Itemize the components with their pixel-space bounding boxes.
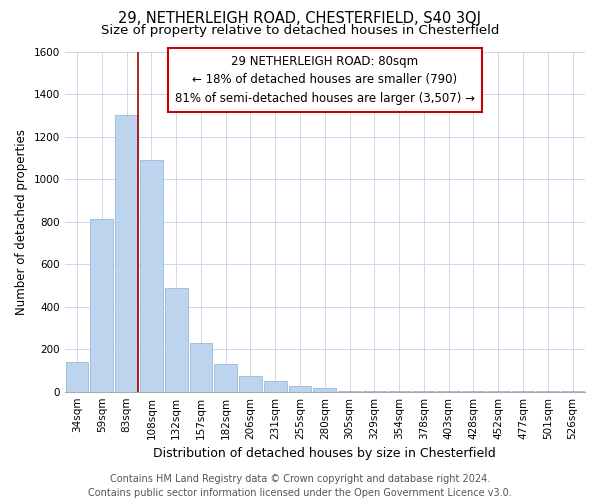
Bar bbox=[140, 160, 163, 392]
Bar bbox=[289, 386, 311, 392]
Text: 29, NETHERLEIGH ROAD, CHESTERFIELD, S40 3QJ: 29, NETHERLEIGH ROAD, CHESTERFIELD, S40 … bbox=[119, 11, 482, 26]
Bar bbox=[165, 288, 188, 392]
Bar bbox=[214, 364, 237, 392]
Bar bbox=[239, 376, 262, 392]
Text: Size of property relative to detached houses in Chesterfield: Size of property relative to detached ho… bbox=[101, 24, 499, 37]
Bar bbox=[91, 220, 113, 392]
Bar bbox=[115, 116, 138, 392]
Bar bbox=[338, 390, 361, 392]
Text: 29 NETHERLEIGH ROAD: 80sqm
← 18% of detached houses are smaller (790)
81% of sem: 29 NETHERLEIGH ROAD: 80sqm ← 18% of deta… bbox=[175, 55, 475, 105]
X-axis label: Distribution of detached houses by size in Chesterfield: Distribution of detached houses by size … bbox=[154, 447, 496, 460]
Bar bbox=[190, 343, 212, 392]
Bar bbox=[363, 391, 386, 392]
Bar bbox=[65, 362, 88, 392]
Bar bbox=[313, 388, 336, 392]
Bar bbox=[264, 382, 287, 392]
Y-axis label: Number of detached properties: Number of detached properties bbox=[15, 128, 28, 314]
Text: Contains HM Land Registry data © Crown copyright and database right 2024.
Contai: Contains HM Land Registry data © Crown c… bbox=[88, 474, 512, 498]
